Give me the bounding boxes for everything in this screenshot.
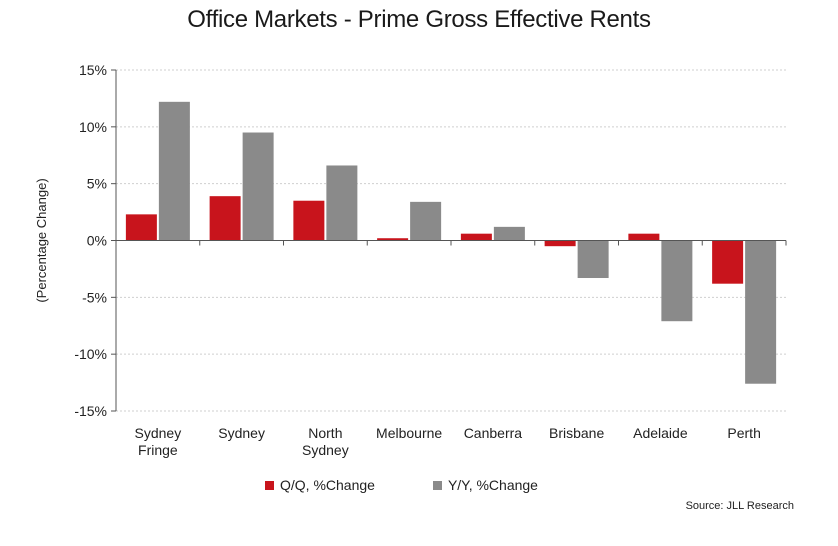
bar-qq-4	[460, 233, 492, 241]
bar-yy-0	[158, 101, 190, 241]
bar-qq-7	[712, 240, 744, 284]
bar-yy-6	[661, 240, 693, 322]
category-label-line: Brisbane	[549, 425, 604, 441]
category-label: Canberra	[464, 425, 523, 441]
category-label: Adelaide	[633, 425, 688, 441]
bar-qq-0	[125, 214, 157, 241]
category-label: Melbourne	[376, 425, 442, 441]
y-tick-label: -10%	[74, 346, 107, 362]
legend-swatch-qq	[265, 480, 274, 490]
bar-yy-3	[410, 201, 442, 241]
category-label-line: Melbourne	[376, 425, 442, 441]
category-label: Sydney Fringe	[135, 425, 182, 458]
y-tick-label: -5%	[82, 289, 107, 305]
category-label-line: Fringe	[138, 442, 178, 458]
legend-item-yy: Y/Y, %Change	[432, 477, 538, 493]
bar-qq-2	[293, 200, 325, 241]
category-label-line: Sydney	[302, 442, 349, 458]
y-tick-label: 10%	[79, 119, 107, 135]
category-label: Perth	[727, 425, 760, 441]
bar-qq-3	[377, 238, 409, 241]
bars	[125, 101, 777, 384]
bar-yy-2	[326, 165, 358, 241]
category-label-line: North	[308, 425, 342, 441]
bar-yy-1	[242, 132, 274, 241]
category-label-line: Canberra	[464, 425, 523, 441]
legend-swatch-yy	[432, 480, 442, 490]
category-label: Brisbane	[549, 425, 604, 441]
chart-title: Office Markets - Prime Gross Effective R…	[187, 6, 651, 33]
category-label-line: Sydney	[135, 425, 182, 441]
source-note: Source: JLL Research	[685, 500, 794, 512]
category-label: Sydney	[218, 425, 265, 441]
bar-yy-4	[493, 226, 525, 241]
legend-label-yy: Y/Y, %Change	[447, 477, 538, 493]
bar-qq-1	[209, 196, 241, 241]
legend-label-qq: Q/Q, %Change	[280, 477, 375, 493]
y-tick-label: 15%	[79, 62, 107, 78]
legend-item-qq: Q/Q, %Change	[265, 477, 375, 493]
bar-yy-7	[745, 240, 777, 384]
category-label: North Sydney	[302, 425, 349, 458]
category-label-line: Sydney	[218, 425, 265, 441]
legend: Q/Q, %Change Y/Y, %Change	[265, 477, 538, 493]
category-label-line: Perth	[727, 425, 760, 441]
y-tick-label: 5%	[87, 176, 107, 192]
bar-qq-6	[628, 233, 660, 241]
axes	[111, 69, 787, 412]
y-axis-label: (Percentage Change)	[34, 178, 49, 302]
category-label-line: Adelaide	[633, 425, 688, 441]
bar-qq-5	[544, 240, 576, 247]
bar-yy-5	[577, 240, 609, 279]
y-tick-labels: 15% 10% 5% 0% -5% -10% -15%	[74, 62, 107, 419]
y-tick-label: 0%	[87, 233, 107, 249]
y-tick-label: -15%	[74, 403, 107, 419]
